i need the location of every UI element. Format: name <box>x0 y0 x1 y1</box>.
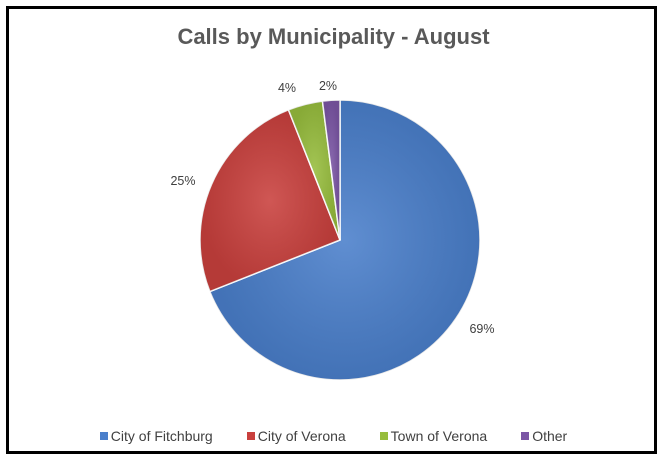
legend-label: Town of Verona <box>390 428 488 444</box>
data-label: 69% <box>469 322 494 336</box>
pie-slice-shade <box>322 100 340 240</box>
legend-item: City of Verona <box>246 428 346 444</box>
chart-title: Calls by Municipality - August <box>177 24 490 49</box>
data-label: 4% <box>278 81 296 95</box>
legend-label: City of Verona <box>257 428 346 444</box>
legend: City of Fitchburg City of Verona Town of V… <box>0 428 667 444</box>
legend-swatch <box>379 432 388 440</box>
legend-swatch <box>521 432 530 440</box>
legend-item: Town of Verona <box>379 428 488 444</box>
legend-item: City of Fitchburg <box>99 428 213 444</box>
legend-item: Other <box>521 428 567 444</box>
pie-slice-shade <box>209 100 480 380</box>
data-label: 2% <box>319 79 337 93</box>
legend-swatch <box>246 432 255 440</box>
legend-label: City of Fitchburg <box>110 428 213 444</box>
legend-label: Other <box>532 428 568 444</box>
data-label: 25% <box>170 174 195 188</box>
legend-swatch <box>99 432 108 440</box>
pie-slice-shade <box>288 101 340 240</box>
pie-slice-shade <box>199 109 340 292</box>
